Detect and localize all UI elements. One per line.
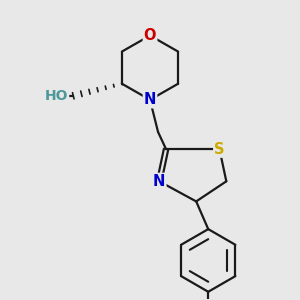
- Text: S: S: [214, 142, 225, 157]
- Text: HO: HO: [45, 89, 68, 103]
- Text: O: O: [144, 28, 156, 43]
- Text: N: N: [144, 92, 156, 107]
- Text: N: N: [153, 174, 165, 189]
